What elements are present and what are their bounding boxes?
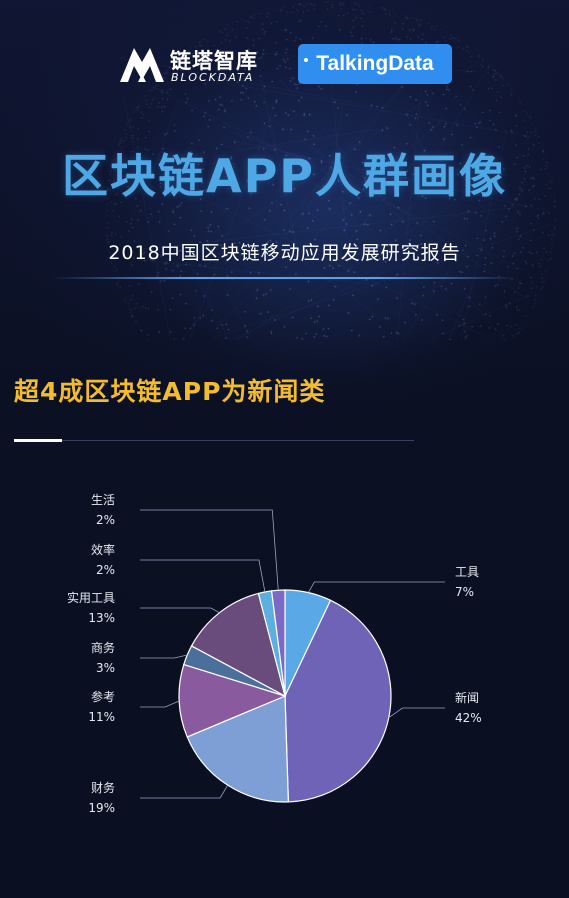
- pie-label-name-5: 实用工具: [67, 590, 115, 605]
- pie-leader-line-1: [388, 707, 445, 719]
- pie-label-name-0: 工具: [455, 565, 479, 579]
- blockdata-logo-en: BLOCKDATA: [171, 71, 255, 84]
- pie-label-name-2: 财务: [91, 780, 115, 795]
- pie-leader-line-0: [308, 581, 445, 593]
- globe-background-graphic: [0, 0, 569, 340]
- pie-labels: 工具 7% 新闻 42% 财务 19% 参考 11% 商务 3% 实用工具 13% 效率 2% 生活 2%: [67, 493, 482, 815]
- talkingdata-dot-icon: [304, 58, 308, 62]
- pie-slices: [178, 589, 392, 803]
- pie-leader-line-6: [140, 559, 266, 592]
- pie-slice-2: [186, 695, 289, 803]
- pie-slice-3: [178, 663, 287, 738]
- pie-label-value-0: 7%: [455, 585, 474, 599]
- pie-leader-lines: [140, 509, 445, 799]
- pie-label-value-4: 3%: [96, 661, 115, 675]
- section-divider: [14, 440, 414, 441]
- pie-leader-line-7: [140, 509, 279, 591]
- pie-label-value-3: 11%: [88, 710, 115, 724]
- talkingdata-logo: TalkingData: [298, 44, 452, 84]
- pie-label-value-5: 13%: [88, 611, 115, 625]
- pie-slice-5: [190, 592, 286, 698]
- pie-chart: 工具 7% 新闻 42% 财务 19% 参考 11% 商务 3% 实用工具 13% 效率 2% 生活 2%: [67, 493, 482, 815]
- pie-label-name-3: 参考: [91, 689, 115, 704]
- pie-label-value-1: 42%: [455, 711, 482, 725]
- section-divider-accent: [14, 439, 62, 442]
- blockdata-logo: 链塔智库 BLOCKDATA: [118, 44, 268, 84]
- pie-label-value-6: 2%: [96, 563, 115, 577]
- pie-leader-line-2: [140, 784, 229, 799]
- page-subtitle: 2018中国区块链移动应用发展研究报告: [108, 242, 461, 264]
- page-title: 区块链APP人群画像: [61, 149, 508, 203]
- pie-leader-line-4: [140, 654, 188, 659]
- pie-label-name-4: 商务: [91, 640, 115, 655]
- pie-label-name-7: 生活: [91, 493, 115, 507]
- pie-slice-7: [270, 589, 286, 697]
- section-title: 超4成区块链APP为新闻类: [14, 377, 326, 406]
- subtitle-divider: [50, 277, 519, 279]
- pie-label-name-6: 效率: [91, 542, 115, 557]
- blockdata-logo-icon: [120, 48, 164, 82]
- talkingdata-logo-text: TalkingData: [316, 52, 434, 75]
- header: 链塔智库 BLOCKDATA TalkingData 区块链APP人群画像 20…: [0, 0, 569, 300]
- pie-leader-line-3: [140, 700, 180, 708]
- blockdata-logo-cn: 链塔智库: [170, 49, 258, 73]
- pie-label-value-7: 2%: [96, 513, 115, 527]
- pie-leader-line-5: [140, 607, 220, 614]
- pie-label-value-2: 19%: [88, 801, 115, 815]
- pie-label-name-1: 新闻: [455, 690, 479, 705]
- pie-slice-1: [284, 599, 392, 803]
